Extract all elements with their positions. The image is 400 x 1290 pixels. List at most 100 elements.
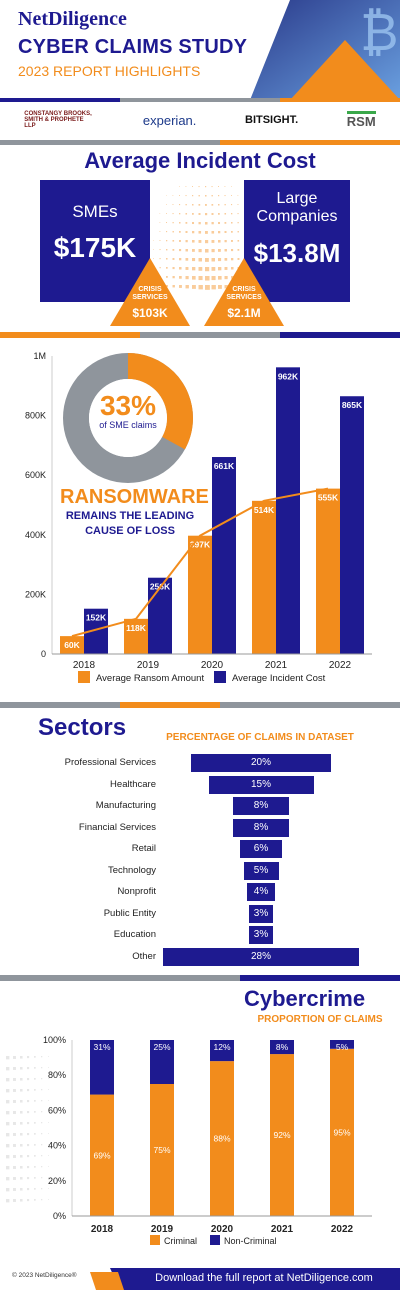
divider (0, 332, 400, 338)
non-criminal-bar-label: 5% (336, 1042, 349, 1052)
non-criminal-bar-label: 31% (93, 1042, 110, 1052)
sectors-title: Sectors (38, 714, 127, 741)
sectors-funnel-chart: Professional Services 20% Healthcare 15% Man… (0, 750, 400, 970)
legend-label-non-criminal: Non-Criminal (224, 1236, 277, 1246)
ransom-bar-label: 514K (254, 505, 275, 515)
sme-ransomware-donut (63, 353, 193, 483)
ransom-cost-chart: 0200K400K600K800K1M60K152K2018118K256K20… (25, 351, 372, 684)
y-tick-label: 40% (48, 1141, 66, 1151)
sector-bar: 8% (233, 797, 289, 815)
x-tick-label: 2020 (211, 1224, 234, 1235)
divider (0, 702, 400, 708)
sector-bar: 3% (249, 926, 273, 944)
cost-bar-label: 152K (86, 613, 107, 623)
large-value: $13.8M (253, 238, 341, 268)
ransom-bar-label: 555K (318, 493, 339, 503)
cost-bar-label: 865K (342, 400, 363, 410)
legend-swatch-cost (214, 671, 226, 683)
non-criminal-bar-label: 8% (276, 1042, 289, 1052)
y-tick-label: 200K (25, 589, 46, 599)
ransom-bar-label: 397K (190, 540, 211, 550)
x-tick-label: 2019 (151, 1224, 174, 1235)
large-crisis-label: CRISIS SERVICES (226, 286, 262, 301)
x-tick-label: 2022 (329, 660, 352, 671)
divider (0, 140, 400, 145)
ransom-bar (252, 500, 276, 654)
non-criminal-bar (90, 1040, 114, 1095)
sector-bar: 28% (163, 947, 359, 966)
sme-crisis-triangle (110, 258, 190, 326)
sector-bar: 6% (240, 840, 282, 858)
non-criminal-bar (330, 1040, 354, 1049)
divider (0, 98, 400, 102)
criminal-bar (90, 1094, 114, 1216)
ransomware-headline: RANSOMWARE (60, 486, 209, 508)
download-link[interactable]: Download the full report at NetDiligence… (155, 1272, 373, 1284)
sector-label: Public Entity (103, 907, 156, 919)
non-criminal-bar-label: 12% (213, 1042, 230, 1052)
criminal-bar-label: 75% (153, 1145, 170, 1155)
x-tick-label: 2021 (265, 660, 288, 671)
sector-bar: 8% (233, 818, 289, 837)
large-crisis-triangle (204, 258, 284, 326)
rsm-logo: RSM (346, 111, 376, 129)
sector-label: Education (113, 929, 156, 940)
y-tick-label: 800K (25, 411, 46, 421)
y-tick-label: 80% (48, 1070, 66, 1080)
donut-caption: of SME claims (99, 420, 157, 430)
sector-bar: 5% (243, 861, 279, 880)
copyright: © 2023 NetDiligence® (12, 1272, 77, 1279)
sector-label: Retail (131, 843, 156, 854)
y-tick-label: 1M (33, 351, 46, 361)
ransom-bar-label: 118K (126, 623, 147, 633)
legend-swatch-non-criminal (210, 1235, 220, 1245)
y-tick-label: 100% (43, 1035, 66, 1045)
experian-logo: experian. (142, 112, 197, 128)
legend-swatch-criminal (150, 1235, 160, 1245)
criminal-bar (270, 1054, 294, 1216)
sme-cost-box: SMEs $175K (40, 180, 150, 302)
ransomware-subline-2: CAUSE OF LOSS (85, 525, 175, 537)
y-tick-label: 0 (41, 649, 46, 659)
sme-label: SMEs (72, 202, 118, 221)
criminal-bar-label: 95% (333, 1127, 350, 1137)
sme-crisis-value: $103K (132, 306, 168, 320)
sector-label: Technology (107, 864, 156, 876)
ransom-bar-label: 60K (64, 640, 80, 650)
legend-label-ransom: Average Ransom Amount (96, 673, 204, 684)
non-criminal-bar-label: 25% (153, 1042, 170, 1052)
page-subtitle: 2023 REPORT HIGHLIGHTS (18, 63, 201, 79)
y-tick-label: 600K (25, 470, 46, 480)
criminal-bar (330, 1048, 354, 1216)
sector-label: Nonprofit (117, 886, 156, 897)
cybercrime-title: Cybercrime (244, 986, 366, 1011)
ransom-trend-line (71, 487, 329, 638)
sponsor-logos: CONSTANGY BROOKS, SMITH & PROPHETE LLP e… (0, 100, 400, 140)
legend-label-cost: Average Incident Cost (232, 673, 326, 684)
non-criminal-bar (150, 1040, 174, 1084)
ransom-bar (316, 488, 340, 654)
bitcoin-icon: ₿ (360, 3, 399, 63)
criminal-bar-label: 92% (273, 1130, 290, 1140)
non-criminal-bar (210, 1040, 234, 1062)
x-tick-label: 2018 (91, 1224, 114, 1235)
sector-label: Professional Services (64, 757, 156, 768)
x-tick-label: 2018 (73, 660, 96, 671)
bitcoin-banner-image: ₿ (250, 0, 400, 100)
y-tick-label: 60% (48, 1105, 66, 1115)
brand-logo: NetDiligence (18, 8, 127, 30)
cost-bar-label: 962K (278, 371, 299, 381)
header: ₿ NetDiligence CYBER CLAIMS STUDY 2023 R… (0, 0, 400, 100)
non-criminal-bar (270, 1040, 294, 1055)
cost-bar (340, 396, 364, 654)
crisis-triangles (110, 258, 284, 326)
bitsight-logo: BITSIGHT. (245, 114, 299, 126)
cost-bar (212, 457, 236, 654)
sector-label: Healthcare (110, 778, 156, 790)
sme-value: $175K (53, 232, 137, 263)
large-cost-box: Large Companies $13.8M (244, 180, 350, 302)
donut-value: 33% (99, 390, 157, 421)
ransom-bar (124, 618, 148, 654)
sector-label: Financial Services (78, 821, 156, 833)
cost-bar (148, 577, 172, 654)
